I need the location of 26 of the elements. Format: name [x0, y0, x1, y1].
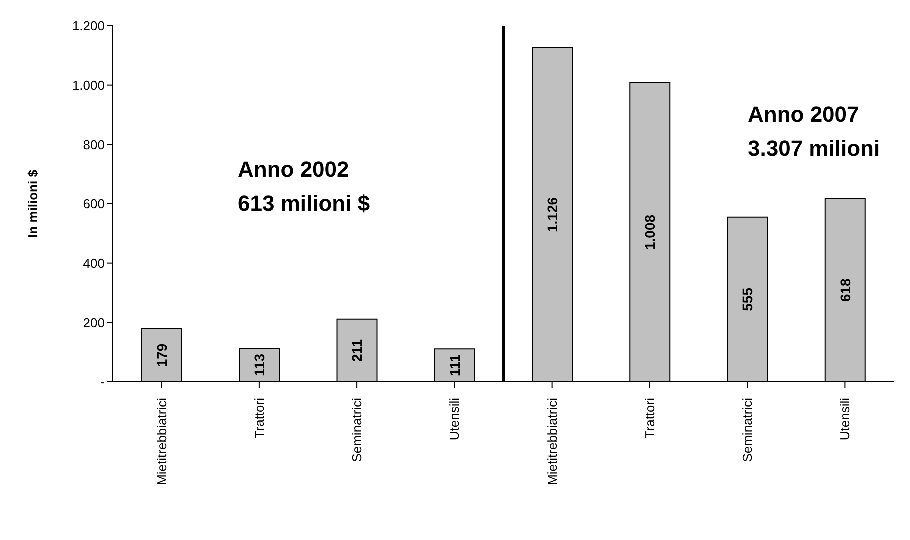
x-tick-label: Seminatrici: [350, 398, 365, 462]
y-tick-label: 600: [83, 196, 105, 212]
data-label: 618: [837, 278, 854, 302]
y-tick-label: 1.000: [72, 78, 105, 93]
data-label: 211: [349, 339, 366, 362]
data-label: 1.008: [642, 214, 658, 250]
y-tick-label: 800: [83, 137, 105, 152]
y-axis-title: In milioni $: [26, 169, 41, 238]
y-tick-label: 1.200: [72, 18, 105, 34]
y-tick-label: 400: [83, 256, 105, 271]
x-tick-label: Mietitrebbiatrici: [154, 398, 170, 486]
x-tick-label: Utensili: [447, 398, 462, 441]
data-label: 1.126: [544, 197, 560, 232]
x-tick-label: Seminatrici: [740, 398, 756, 462]
annotation: Anno 2007 3.307 milioni: [748, 101, 880, 163]
data-label: 555: [740, 288, 756, 312]
x-tick-label: Utensili: [838, 398, 853, 441]
data-label: 111: [446, 354, 463, 376]
y-tick-label: 200: [83, 315, 105, 330]
y-tick-label: -: [100, 374, 105, 390]
annotation: Anno 2002 613 milioni $: [238, 156, 370, 218]
x-tick-label: Mietitrebbiatrici: [544, 398, 560, 486]
data-label: 113: [252, 354, 268, 377]
x-tick-label: Trattori: [642, 398, 658, 439]
x-tick-label: Trattori: [252, 398, 267, 439]
data-label: 179: [154, 344, 170, 368]
